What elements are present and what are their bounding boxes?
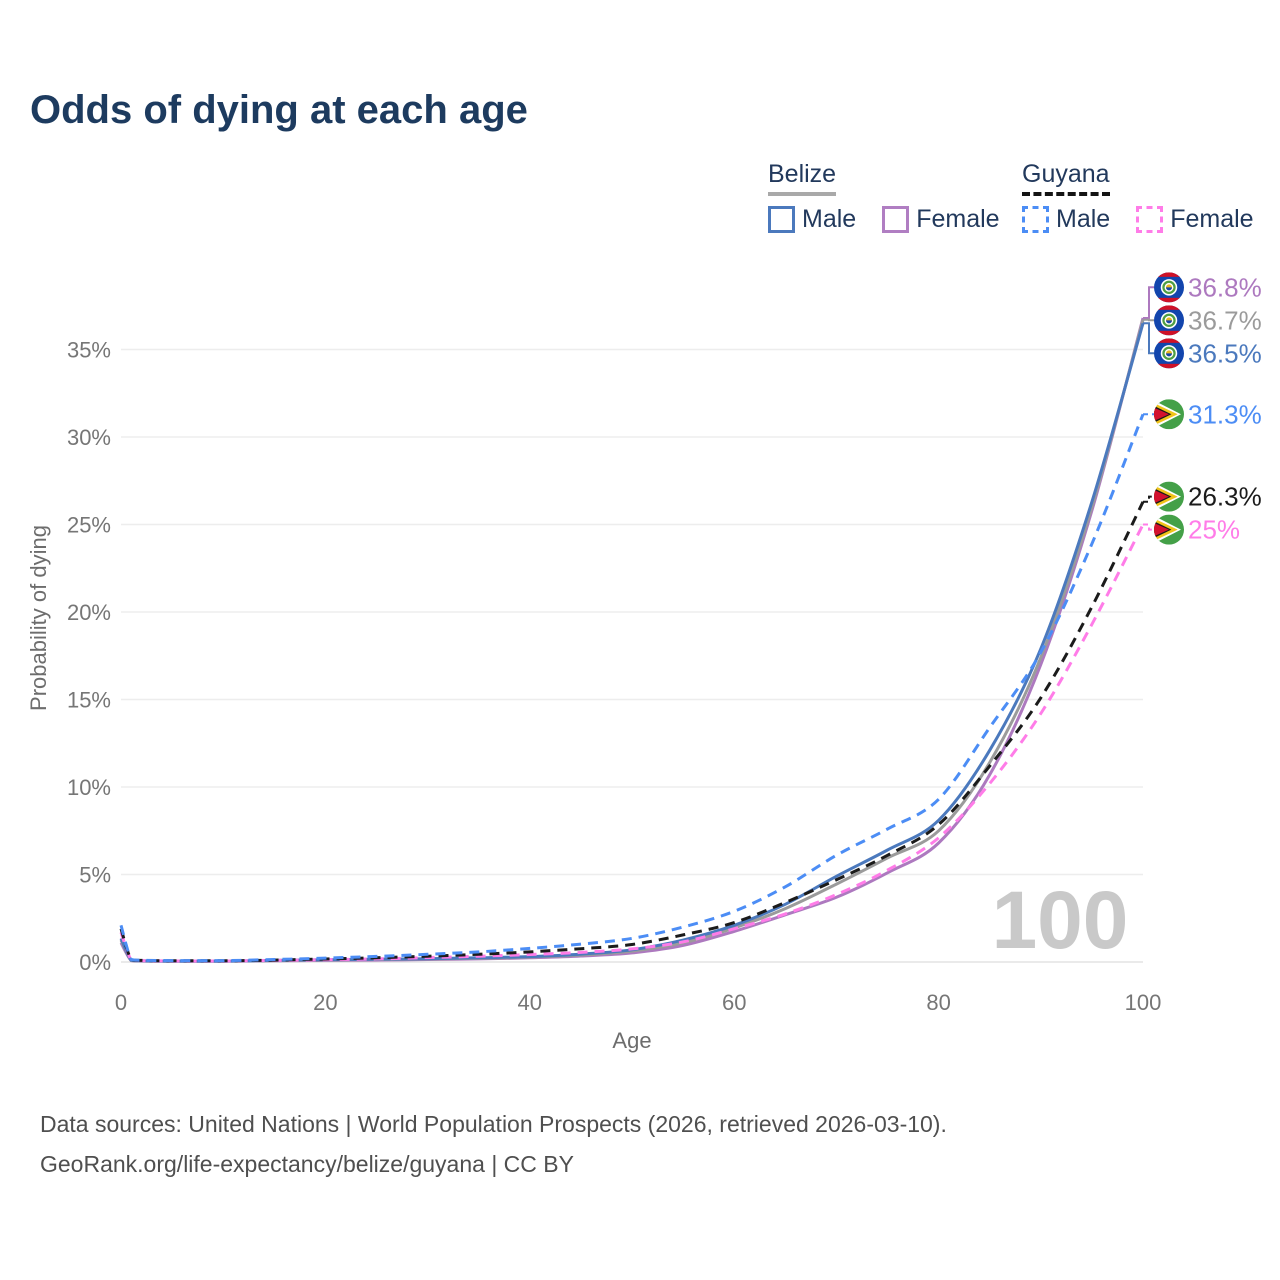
end-value-label: 36.7% (1188, 305, 1262, 335)
end-label-connector (1143, 523, 1154, 531)
belize-flag-icon (1154, 272, 1184, 303)
footer: Data sources: United Nations | World Pop… (40, 1104, 1240, 1184)
series-line-belize-female[interactable] (119, 317, 1145, 963)
guyana-flag-icon (1154, 481, 1184, 512)
legend-group-belize: Belize Male Female (768, 160, 1000, 234)
end-value-label: 36.8% (1188, 272, 1262, 302)
legend: Belize Male Female Guyana Male Female (0, 160, 1280, 245)
guyana-male-swatch-icon (1022, 206, 1049, 233)
chart-plot-area[interactable]: 0% 5% 10% 15% 20% 25% 30% 35% 0 20 40 60 80 100 Age Pro… (0, 0, 1280, 1080)
y-tick-label: 5% (79, 863, 111, 888)
guyana-flag-icon (1154, 399, 1184, 430)
y-tick-label: 20% (67, 600, 111, 625)
end-label-connector (1143, 495, 1154, 503)
series-line-belize[interactable] (119, 319, 1145, 963)
x-tick-label: 20 (313, 990, 337, 1015)
belize-male-swatch-icon (768, 206, 795, 233)
series-line-guyana[interactable] (119, 501, 1145, 963)
series-line-guyana-female[interactable] (119, 523, 1145, 963)
x-axis-title: Age (612, 1028, 651, 1053)
y-axis-title: Probability of dying (26, 525, 51, 711)
x-tick-label: 100 (1125, 990, 1162, 1015)
y-tick-label: 0% (79, 950, 111, 975)
page-title: Odds of dying at each age (30, 88, 528, 132)
data-sources-text: Data sources: United Nations | World Pop… (40, 1111, 947, 1137)
attribution-text: GeoRank.org/life-expectancy/belize/guyan… (40, 1151, 574, 1177)
end-label-connector (1143, 322, 1154, 355)
guyana-female-swatch-icon (1136, 206, 1164, 233)
belize-flag-icon (1154, 305, 1184, 336)
series-line-belize-male[interactable] (119, 322, 1145, 963)
x-tick-label: 40 (518, 990, 542, 1015)
end-label-connector (1143, 286, 1154, 319)
legend-group-guyana: Guyana Male Female (1022, 160, 1254, 234)
belize-flag-icon (1154, 338, 1184, 369)
legend-header-guyana: Guyana (1022, 160, 1110, 196)
legend-item-label: Female (916, 205, 1000, 233)
hover-age-watermark: 100 (992, 875, 1129, 966)
end-label-connector (1143, 318, 1154, 322)
series-line-guyana-male[interactable] (119, 413, 1145, 963)
x-tick-label: 0 (115, 990, 127, 1015)
legend-item-belize-female[interactable]: Female (882, 205, 1000, 234)
y-tick-label: 35% (67, 338, 111, 363)
legend-item-label: Male (1056, 205, 1111, 233)
legend-item-belize-male[interactable]: Male (768, 205, 856, 234)
legend-header-belize: Belize (768, 160, 837, 196)
x-tick-label: 60 (722, 990, 746, 1015)
end-value-label: 36.5% (1188, 338, 1262, 368)
y-tick-label: 10% (67, 775, 111, 800)
belize-female-swatch-icon (882, 206, 910, 233)
end-value-label: 31.3% (1188, 399, 1262, 429)
y-tick-label: 15% (67, 688, 111, 713)
y-tick-label: 25% (67, 513, 111, 538)
end-value-label: 25% (1188, 515, 1240, 545)
legend-item-label: Male (802, 205, 857, 233)
y-tick-label: 30% (67, 425, 111, 450)
legend-item-guyana-male[interactable]: Male (1022, 205, 1110, 234)
legend-item-guyana-female[interactable]: Female (1136, 205, 1254, 234)
guyana-flag-icon (1154, 514, 1184, 545)
legend-item-label: Female (1170, 205, 1254, 233)
end-value-label: 26.3% (1188, 482, 1262, 512)
x-tick-label: 80 (926, 990, 950, 1015)
